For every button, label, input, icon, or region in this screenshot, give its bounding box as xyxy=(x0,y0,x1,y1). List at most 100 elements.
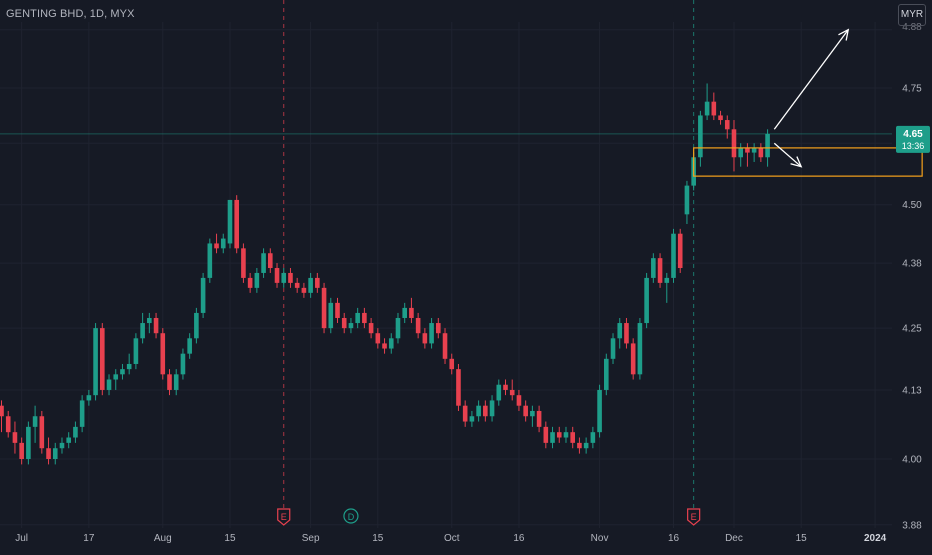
candle-body xyxy=(724,120,730,130)
y-tick-label: 4.13 xyxy=(902,385,922,396)
last-price-badge xyxy=(896,125,930,153)
support-zone-box xyxy=(693,147,923,177)
candle-body xyxy=(59,442,65,449)
earnings-marker-icon xyxy=(277,508,291,526)
candle-body xyxy=(456,369,461,406)
candle-body xyxy=(765,133,770,158)
candle-body xyxy=(731,129,737,158)
x-tick-label: Sep xyxy=(302,533,320,544)
candle-body xyxy=(375,333,381,344)
y-tick-label: 4.38 xyxy=(902,259,922,270)
candle-body xyxy=(294,282,300,288)
candle-body xyxy=(328,302,334,329)
x-tick-label: 16 xyxy=(668,533,680,544)
candle-body xyxy=(436,323,441,334)
candle-body xyxy=(220,238,226,249)
candle-body xyxy=(429,323,434,344)
x-tick-label: 16 xyxy=(513,533,525,544)
candle-body xyxy=(751,147,757,153)
candle-body xyxy=(409,307,414,318)
x-tick-label: 17 xyxy=(83,533,95,544)
candle-body xyxy=(147,317,152,324)
candle-body xyxy=(651,258,656,278)
candle-body xyxy=(254,272,260,288)
candle-body xyxy=(315,277,320,288)
candle-body xyxy=(644,277,649,324)
candle-body xyxy=(180,353,186,375)
candle-body xyxy=(637,323,643,375)
candle-body xyxy=(496,384,502,401)
candle-body xyxy=(711,101,717,116)
candle-body xyxy=(106,379,112,390)
candle-body xyxy=(93,328,98,396)
candle-body xyxy=(194,312,199,339)
candle-body xyxy=(483,405,488,417)
candle-body xyxy=(241,248,246,278)
candle-body xyxy=(476,405,481,417)
currency-button[interactable]: MYR xyxy=(898,4,926,26)
candle-body xyxy=(52,448,58,459)
candle-body xyxy=(26,426,31,459)
candle-body xyxy=(120,369,125,375)
x-tick-label: Oct xyxy=(444,533,460,544)
candle-body xyxy=(597,389,602,433)
candle-body xyxy=(664,277,670,283)
candle-body xyxy=(187,338,192,354)
candle-body xyxy=(200,277,206,313)
candle-body xyxy=(335,302,340,318)
candle-body xyxy=(32,416,38,427)
candle-body xyxy=(415,317,421,334)
candle-body xyxy=(624,323,629,344)
candle-body xyxy=(281,272,287,283)
drawings xyxy=(693,28,923,177)
candle-body xyxy=(563,432,569,438)
candle-body xyxy=(133,338,139,364)
x-tick-label: Jul xyxy=(15,533,28,544)
candle-body xyxy=(677,233,683,269)
trend-arrow-head xyxy=(838,28,850,41)
candle-body xyxy=(126,363,132,370)
candle-body xyxy=(388,338,394,349)
candle-body xyxy=(617,323,623,339)
candle-body xyxy=(577,442,582,449)
candle-body xyxy=(462,405,468,422)
candle-body xyxy=(274,268,280,283)
candle-body xyxy=(630,343,636,375)
y-tick-label: 4.75 xyxy=(902,84,922,95)
candle-body xyxy=(543,426,549,443)
candle-body xyxy=(402,307,407,318)
candle-body xyxy=(671,233,676,278)
candle-body xyxy=(261,253,266,273)
x-tick-label: 15 xyxy=(796,533,808,544)
x-tick-label: 2024 xyxy=(864,533,887,544)
candle-body xyxy=(341,317,347,329)
candle-body xyxy=(758,147,764,158)
candle-body xyxy=(5,416,11,433)
candle-body xyxy=(348,323,354,329)
candle-body xyxy=(583,442,589,449)
candle-body xyxy=(395,317,401,339)
candle-body xyxy=(167,374,172,390)
candle-body xyxy=(301,287,307,293)
candle-body xyxy=(362,312,367,324)
candle-body xyxy=(39,416,45,449)
x-tick-label: Aug xyxy=(154,533,172,544)
candle-body xyxy=(368,323,374,334)
candle-body xyxy=(234,199,239,249)
event-lines xyxy=(283,0,695,510)
candle-body xyxy=(556,432,562,438)
candle-body xyxy=(469,416,475,422)
candle-body xyxy=(718,115,723,121)
candle-body xyxy=(684,185,690,215)
symbol-title[interactable]: GENTING BHD, 1D, MYX xyxy=(6,8,135,20)
candle-body xyxy=(140,323,145,339)
price-axis: 3.88 4.00 4.13 4.25 4.38 4.50 4.75 4.88 4.6513:3… xyxy=(896,22,930,531)
x-tick-label: 15 xyxy=(372,533,384,544)
y-tick-label: 4.50 xyxy=(902,200,922,211)
trend-arrow-head xyxy=(790,156,803,168)
candle-body xyxy=(550,432,555,443)
candle-body xyxy=(160,333,166,375)
candle-body xyxy=(489,400,495,417)
